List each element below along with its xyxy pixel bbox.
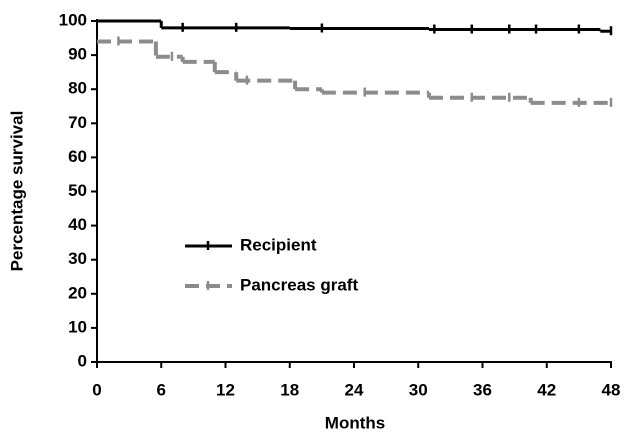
y-tick-label: 0 xyxy=(78,351,87,370)
legend-label: Recipient xyxy=(240,235,317,254)
x-tick-label: 18 xyxy=(280,380,299,399)
x-tick-label: 30 xyxy=(409,380,428,399)
y-tick-label: 50 xyxy=(68,181,87,200)
x-tick-label: 48 xyxy=(602,380,621,399)
x-tick-label: 42 xyxy=(537,380,556,399)
y-tick-label: 20 xyxy=(68,283,87,302)
x-tick-label: 6 xyxy=(157,380,166,399)
legend-label: Pancreas graft xyxy=(240,275,358,294)
y-tick-label: 40 xyxy=(68,215,87,234)
y-tick-label: 100 xyxy=(59,10,87,29)
y-tick-label: 70 xyxy=(68,113,87,132)
y-tick-label: 80 xyxy=(68,79,87,98)
y-tick-label: 30 xyxy=(68,249,87,268)
x-axis-title: Months xyxy=(325,413,385,432)
x-tick-label: 12 xyxy=(216,380,235,399)
x-tick-label: 36 xyxy=(473,380,492,399)
y-tick-label: 90 xyxy=(68,45,87,64)
x-tick-label: 24 xyxy=(345,380,364,399)
y-axis-title: Percentage survival xyxy=(7,111,26,272)
y-tick-label: 10 xyxy=(68,317,87,336)
y-tick-label: 60 xyxy=(68,147,87,166)
x-tick-label: 0 xyxy=(92,380,101,399)
